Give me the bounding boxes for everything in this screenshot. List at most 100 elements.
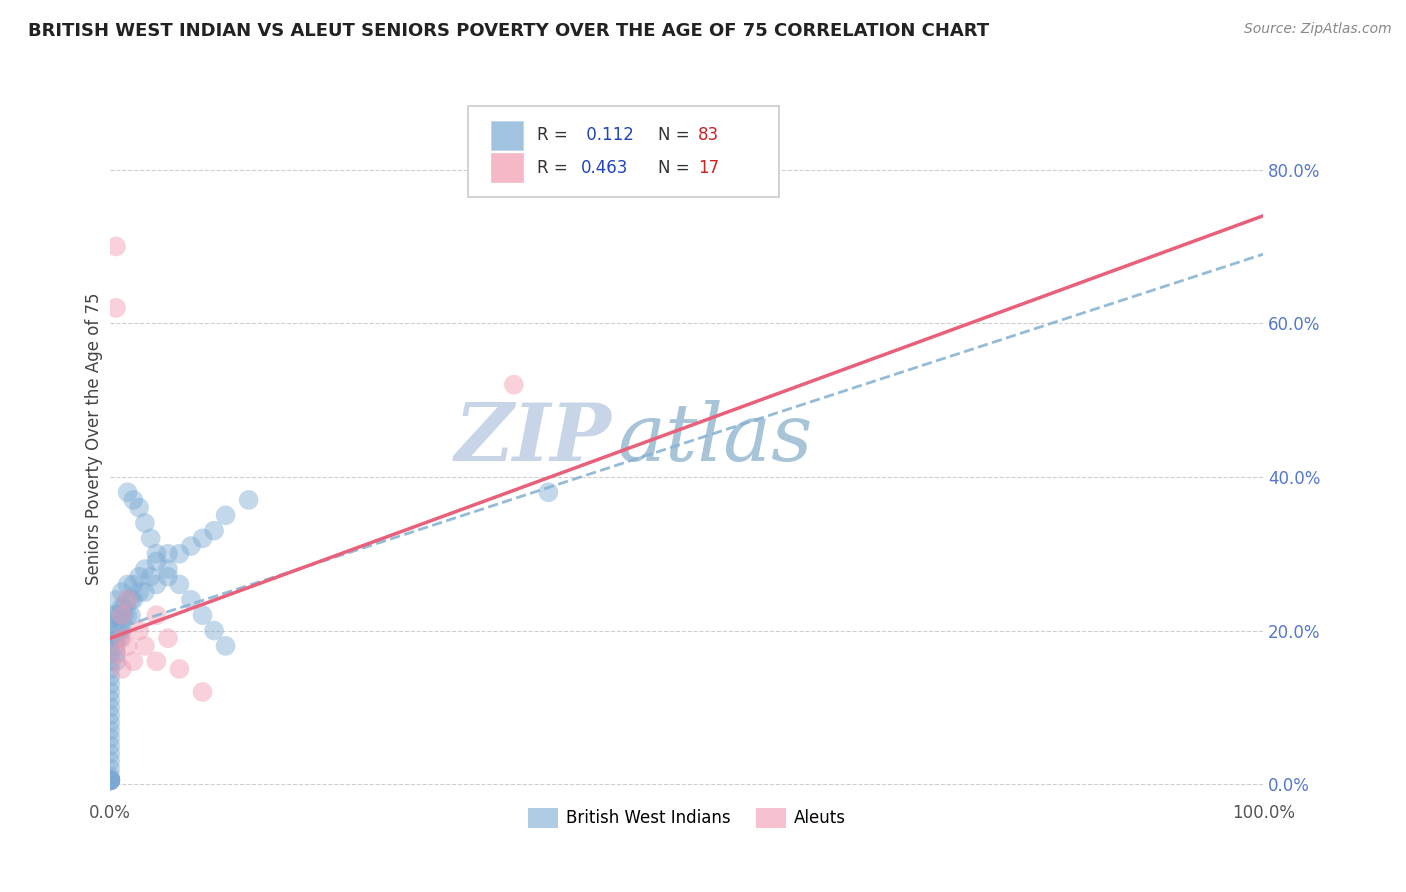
Point [98, 723, 121, 738]
Point [98, 773, 121, 788]
Text: 0.112: 0.112 [581, 126, 634, 145]
Point [108, 631, 131, 645]
Point [98, 670, 121, 684]
Text: ZIP: ZIP [456, 400, 612, 477]
Point [169, 662, 191, 676]
Point [128, 500, 150, 515]
Point [117, 608, 139, 623]
Point [128, 624, 150, 638]
Y-axis label: Seniors Poverty Over the Age of 75: Seniors Poverty Over the Age of 75 [86, 293, 103, 585]
Point [120, 608, 142, 623]
Point [112, 600, 135, 615]
Point [122, 592, 145, 607]
Text: 0.463: 0.463 [581, 159, 628, 177]
Text: N =: N = [658, 159, 695, 177]
Point [117, 577, 139, 591]
Point [98, 639, 121, 653]
Point [98, 773, 121, 788]
Text: R =: R = [537, 159, 572, 177]
Point [169, 547, 191, 561]
Point [111, 600, 134, 615]
Point [98, 692, 121, 706]
Point [105, 631, 128, 645]
Point [214, 508, 236, 523]
Point [98, 773, 121, 788]
Point [537, 485, 560, 500]
Point [98, 608, 121, 623]
Point [191, 685, 214, 699]
Text: 83: 83 [699, 126, 720, 145]
Point [169, 577, 191, 591]
Point [98, 624, 121, 638]
Point [134, 639, 156, 653]
Point [98, 677, 121, 691]
Point [105, 647, 128, 661]
Point [145, 608, 167, 623]
Point [145, 577, 167, 591]
Point [108, 624, 131, 638]
Point [98, 773, 121, 788]
Point [145, 547, 167, 561]
Point [105, 592, 128, 607]
Text: N =: N = [658, 126, 695, 145]
Point [105, 624, 128, 638]
Point [191, 532, 214, 546]
Point [98, 762, 121, 776]
Point [98, 773, 121, 788]
Point [202, 624, 225, 638]
Point [111, 631, 134, 645]
Point [238, 492, 260, 507]
Point [128, 570, 150, 584]
Point [108, 608, 131, 623]
Point [98, 773, 121, 788]
Point [156, 547, 179, 561]
Point [122, 577, 145, 591]
Point [105, 615, 128, 630]
Point [122, 654, 145, 668]
Point [202, 524, 225, 538]
Text: 17: 17 [699, 159, 720, 177]
Point [111, 585, 134, 599]
Point [105, 647, 128, 661]
Point [180, 539, 202, 553]
Text: BRITISH WEST INDIAN VS ALEUT SENIORS POVERTY OVER THE AGE OF 75 CORRELATION CHAR: BRITISH WEST INDIAN VS ALEUT SENIORS POV… [28, 22, 990, 40]
Point [145, 554, 167, 568]
FancyBboxPatch shape [491, 120, 523, 150]
Point [98, 715, 121, 730]
Point [117, 592, 139, 607]
Point [98, 773, 121, 788]
Point [117, 592, 139, 607]
Point [134, 516, 156, 530]
Point [117, 485, 139, 500]
Point [128, 585, 150, 599]
Point [105, 608, 128, 623]
Point [98, 685, 121, 699]
Point [98, 773, 121, 788]
Point [145, 654, 167, 668]
FancyBboxPatch shape [468, 106, 779, 196]
Point [156, 562, 179, 576]
Point [156, 631, 179, 645]
Point [105, 301, 128, 315]
Point [120, 592, 142, 607]
Point [98, 647, 121, 661]
Point [98, 654, 121, 668]
Point [502, 377, 524, 392]
Point [98, 631, 121, 645]
Point [139, 532, 162, 546]
Point [98, 708, 121, 723]
Text: Source: ZipAtlas.com: Source: ZipAtlas.com [1244, 22, 1392, 37]
Point [134, 585, 156, 599]
Point [98, 662, 121, 676]
Point [105, 239, 128, 253]
Text: R =: R = [537, 126, 572, 145]
Point [105, 639, 128, 653]
Point [156, 570, 179, 584]
Point [98, 773, 121, 788]
Point [214, 639, 236, 653]
Legend: British West Indians, Aleuts: British West Indians, Aleuts [522, 801, 852, 835]
Point [98, 700, 121, 714]
Point [98, 747, 121, 761]
Point [180, 592, 202, 607]
Point [134, 562, 156, 576]
